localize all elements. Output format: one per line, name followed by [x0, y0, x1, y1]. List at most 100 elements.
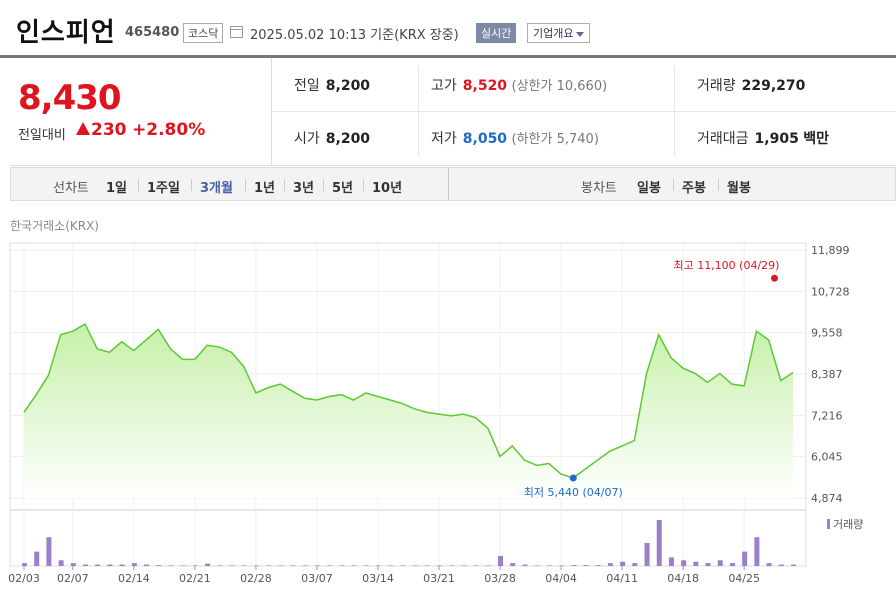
volume-bar — [119, 564, 125, 566]
volume: 거래량 229,270 — [697, 75, 805, 95]
period-3m[interactable]: 3개월 — [200, 181, 233, 196]
day-high: 고가 8,520 (상한가 10,660) — [431, 75, 607, 95]
current-price: 8,430 — [18, 78, 122, 118]
y-tick-label: 6,045 — [811, 451, 843, 464]
separator — [138, 179, 139, 191]
open-value: 8,200 — [325, 131, 371, 147]
volume-bar — [644, 543, 650, 566]
volume-bar — [375, 565, 381, 566]
period-3y[interactable]: 3년 — [293, 181, 315, 196]
volume-bar — [363, 565, 369, 566]
volume-bar — [522, 564, 528, 566]
open-label: 시가 — [294, 131, 320, 147]
basis-text: 기준(KRX 장중) — [370, 28, 459, 43]
volume-bar — [437, 565, 443, 566]
x-tick-label: 03/07 — [301, 572, 333, 585]
volume-bar — [83, 564, 89, 566]
volume-bar — [156, 565, 162, 566]
chart-source: 한국거래소(KRX) — [10, 219, 99, 233]
upper-limit: (상한가 10,660) — [512, 79, 608, 94]
volume-bar — [266, 565, 272, 566]
quote-row-divider — [272, 111, 896, 112]
separator — [191, 179, 192, 191]
volume-bar — [461, 565, 467, 566]
change-label: 전일대비 — [18, 128, 66, 143]
quote-datetime: 2025.05.02 10:13 기준(KRX 장중) — [250, 24, 459, 43]
low-marker — [569, 474, 577, 482]
current-price-box: 8,430 전일대비 230 +2.80% — [10, 58, 272, 165]
high-label: 최고 11,100 (04/29) — [673, 259, 779, 272]
volume-bar — [424, 565, 430, 566]
volume-bar — [766, 563, 772, 566]
candle-chart-label: 봉차트 — [581, 181, 617, 196]
volume-bar — [595, 565, 601, 566]
amount-label: 거래대금 — [697, 131, 749, 147]
paren-close: ) — [602, 79, 608, 94]
volume-bar — [302, 565, 308, 566]
x-tick-label: 03/28 — [484, 572, 516, 585]
volume-bar — [778, 564, 784, 566]
period-10y[interactable]: 10년 — [372, 181, 403, 196]
volume-bar — [217, 565, 223, 566]
amount-value: 1,905 — [754, 131, 799, 147]
market-badge: 코스닥 — [183, 23, 224, 43]
volume-bar — [314, 565, 320, 566]
volume-bar — [388, 565, 394, 566]
volume-bar — [498, 555, 504, 566]
volume-bar — [705, 563, 711, 566]
volume-bar — [632, 563, 638, 566]
y-tick-label: 10,728 — [811, 285, 850, 298]
stock-name: 인스피언 — [16, 18, 116, 48]
volume-bar — [46, 537, 52, 566]
candle-daily[interactable]: 일봉 — [637, 181, 661, 196]
candle-monthly[interactable]: 월봉 — [727, 181, 751, 196]
separator — [363, 179, 364, 191]
calendar-icon — [230, 26, 243, 38]
volume-bar — [168, 565, 174, 566]
chevron-down-icon — [576, 31, 585, 37]
day-high-value: 8,520 — [462, 78, 508, 94]
volume-bar — [449, 565, 455, 566]
y-tick-label: 11,899 — [811, 244, 850, 257]
volume-bar — [559, 565, 565, 566]
volume-bar — [192, 565, 198, 566]
separator — [284, 179, 285, 191]
volume-bar — [58, 560, 64, 566]
volume-bar — [95, 564, 101, 566]
volume-bar — [241, 565, 247, 566]
change-amount: 230 — [76, 120, 127, 140]
period-1d[interactable]: 1일 — [106, 181, 128, 196]
high-marker — [770, 274, 778, 282]
volume-bar — [278, 565, 284, 566]
x-tick-label: 03/14 — [362, 572, 394, 585]
price-line — [23, 323, 794, 479]
volume-bar — [339, 565, 345, 566]
x-tick-label: 02/21 — [179, 572, 211, 585]
quote-col-divider — [418, 66, 419, 156]
x-tick-label: 04/11 — [606, 572, 638, 585]
period-5y[interactable]: 5년 — [332, 181, 354, 196]
period-1y[interactable]: 1년 — [254, 181, 276, 196]
volume-bar — [546, 565, 552, 566]
volume-legend-swatch — [827, 519, 830, 529]
separator — [718, 179, 719, 191]
lower-limit-value: 5,740 — [556, 132, 594, 147]
company-overview-label: 기업개요 — [533, 27, 574, 40]
realtime-button[interactable]: 실시간 — [476, 23, 517, 43]
x-tick-label: 04/25 — [728, 572, 760, 585]
trading-amount: 거래대금 1,905 백만 — [697, 128, 829, 148]
paren-close: ) — [593, 132, 599, 147]
candle-weekly[interactable]: 주봉 — [682, 181, 706, 196]
volume-bar — [742, 551, 748, 566]
company-overview-dropdown[interactable]: 기업개요 — [527, 23, 591, 43]
quote-panel: 8,430 전일대비 230 +2.80% 전일 8,200 고가 8,520 (상… — [10, 58, 896, 166]
lower-limit: (하한가 5,740) — [512, 132, 599, 147]
volume-bar — [290, 565, 296, 566]
volume-label: 거래량 — [697, 78, 736, 94]
volume-bar — [144, 564, 150, 566]
line-chart-label: 선차트 — [53, 181, 89, 196]
stock-code: 465480 — [125, 25, 180, 40]
volume-bar — [510, 563, 516, 566]
period-1w[interactable]: 1주일 — [147, 181, 180, 196]
